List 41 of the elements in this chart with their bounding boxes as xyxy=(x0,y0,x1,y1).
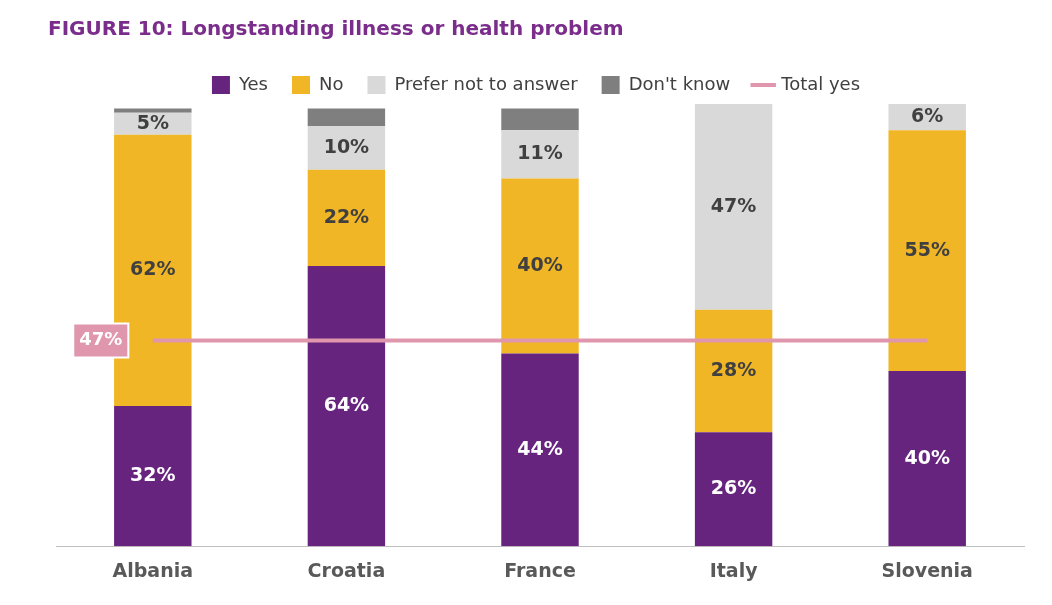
bar xyxy=(694,104,773,310)
bar xyxy=(501,108,579,131)
x-tick-label: Croatia xyxy=(307,558,386,581)
legend-label: Yes xyxy=(237,72,268,94)
data-label: 40% xyxy=(517,252,563,275)
bar xyxy=(501,130,579,179)
x-tick-label: France xyxy=(504,558,576,581)
bar xyxy=(307,108,386,126)
bar xyxy=(501,353,579,547)
legend-label: Total yes xyxy=(780,72,861,94)
data-label: 64% xyxy=(323,393,370,416)
bar xyxy=(307,265,386,547)
x-tick-label: Albania xyxy=(112,558,194,581)
bar xyxy=(694,309,773,433)
bar xyxy=(694,432,773,547)
data-label: 22% xyxy=(323,204,370,227)
data-label: 28% xyxy=(710,358,757,381)
bar xyxy=(888,371,966,547)
bar xyxy=(888,130,966,372)
legend-label: No xyxy=(318,72,344,94)
legend-label: Don't know xyxy=(628,72,731,94)
bar xyxy=(114,406,192,547)
data-label: 11% xyxy=(517,141,563,164)
bar xyxy=(307,169,386,266)
x-tick-label: Slovenia xyxy=(881,558,973,581)
data-label: 47% xyxy=(710,193,757,216)
data-label: 5% xyxy=(136,110,169,133)
data-label: 26% xyxy=(710,476,757,499)
data-label: 44% xyxy=(517,436,563,459)
data-label: 32% xyxy=(130,463,176,486)
bar xyxy=(114,108,192,113)
data-label: 40% xyxy=(904,445,950,468)
data-label: 10% xyxy=(323,134,370,157)
bar xyxy=(501,178,579,354)
chart-title: FIGURE 10: Longstanding illness or health problem xyxy=(48,16,624,41)
data-label: 55% xyxy=(904,237,950,260)
x-tick-label: Italy xyxy=(709,558,759,581)
legend-label: Prefer not to answer xyxy=(394,72,579,94)
annotation: 47% xyxy=(79,328,123,350)
data-label: 6% xyxy=(911,104,944,127)
data-label: 62% xyxy=(130,257,176,280)
